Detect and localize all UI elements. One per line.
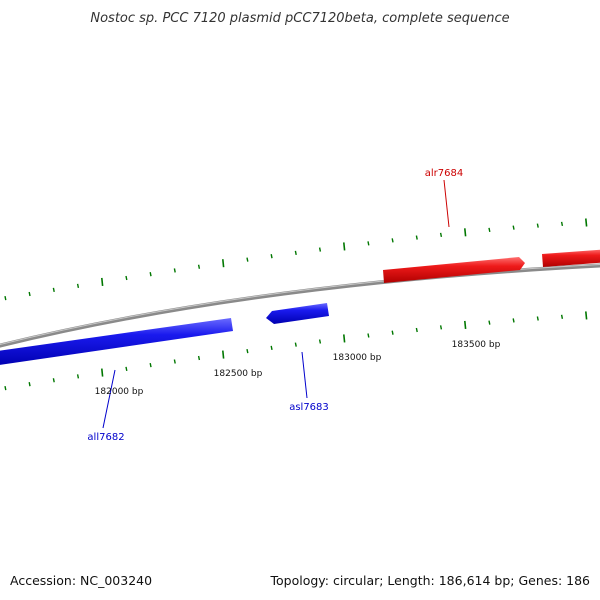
- inner-ring-tick: [76, 374, 80, 379]
- gene-label-alr7684: alr7684: [425, 168, 463, 179]
- outer-ring-tick: [246, 257, 249, 262]
- inner-ring-tick: [391, 330, 394, 335]
- topology-summary: Topology: circular; Length: 186,614 bp; …: [270, 573, 591, 588]
- inner-ring-tick: [536, 316, 539, 321]
- inner-ring-tick: [318, 339, 322, 344]
- outer-ring-tick: [439, 232, 443, 238]
- ruler-label-183500: 183500 bp: [452, 340, 501, 350]
- inner-ring-tick: [270, 345, 273, 350]
- outer-ring-tick: [536, 223, 539, 228]
- inner-ring-tick: [343, 334, 346, 343]
- outer-ring-tick: [4, 295, 7, 301]
- inner-ring-tick: [560, 314, 564, 319]
- outer-ring-tick: [318, 247, 322, 252]
- inner-ring-tick: [101, 368, 104, 377]
- inner-ring-tick: [488, 320, 491, 325]
- outer-ring-tick: [125, 275, 128, 281]
- outer-ring-tick: [270, 254, 273, 259]
- plasmid-backbone: [0, 263, 600, 348]
- outer-ring-tick: [343, 242, 346, 251]
- inner-ring-tick: [585, 311, 588, 320]
- outer-ring-tick: [149, 272, 152, 277]
- ruler-label-182500: 182500 bp: [214, 369, 263, 379]
- gene-feature-asl7683[interactable]: [266, 303, 329, 324]
- inner-ring-tick: [4, 386, 7, 391]
- ruler-label-182000: 182000 bp: [95, 387, 144, 397]
- outer-ring-tick: [391, 238, 394, 243]
- inner-ring-tick: [439, 325, 443, 330]
- alr7684-callout-line: [443, 179, 450, 228]
- outer-ring-tick: [197, 264, 201, 269]
- outer-ring-tick: [173, 268, 176, 273]
- outer-ring-tick: [52, 287, 55, 293]
- inner-ring-tick: [125, 366, 128, 371]
- gene-feature-alr7684[interactable]: [383, 257, 525, 283]
- inner-ring-tick: [28, 382, 31, 387]
- inner-ring-tick: [197, 355, 201, 361]
- outer-ring-tick: [222, 259, 225, 268]
- outer-ring-tick: [415, 235, 418, 240]
- outer-ring-tick: [512, 225, 515, 230]
- outer-ring-tick: [28, 291, 31, 297]
- map-title: Nostoc sp. PCC 7120 plasmid pCC7120beta,…: [90, 11, 509, 26]
- inner-ring-tick: [173, 359, 176, 364]
- gene-label-all7682: all7682: [87, 432, 124, 443]
- plasmid-backbone-highlight: [0, 264, 600, 346]
- inner-ring-tick: [222, 350, 225, 359]
- outer-ring-tick: [76, 283, 80, 289]
- all7682-callout-line: [102, 369, 116, 429]
- inner-ring-tick: [294, 342, 297, 347]
- gene-feature-next[interactable]: [542, 249, 600, 267]
- asl7683-callout-line: [301, 351, 308, 399]
- inner-ring-tick: [512, 318, 515, 323]
- gene-feature-all7682[interactable]: [0, 318, 233, 366]
- accession-text: Accession: NC_003240: [10, 573, 152, 588]
- inner-ring-tick: [52, 378, 55, 383]
- outer-ring-tick: [294, 250, 297, 255]
- gene-label-asl7683: asl7683: [289, 402, 329, 413]
- inner-ring-tick: [367, 333, 370, 338]
- inner-ring-tick: [149, 363, 152, 368]
- outer-ring-tick: [464, 228, 467, 237]
- inner-ring-tick: [246, 349, 249, 354]
- inner-ring-tick: [464, 320, 467, 329]
- inner-tick-ring: [4, 311, 588, 391]
- ruler-label-183000: 183000 bp: [333, 353, 382, 363]
- outer-ring-tick: [488, 227, 491, 233]
- outer-ring-tick: [367, 241, 370, 246]
- outer-ring-tick: [585, 218, 588, 227]
- outer-tick-ring: [4, 218, 588, 301]
- outer-ring-tick: [101, 277, 104, 286]
- outer-ring-tick: [560, 221, 564, 227]
- inner-ring-tick: [415, 327, 418, 333]
